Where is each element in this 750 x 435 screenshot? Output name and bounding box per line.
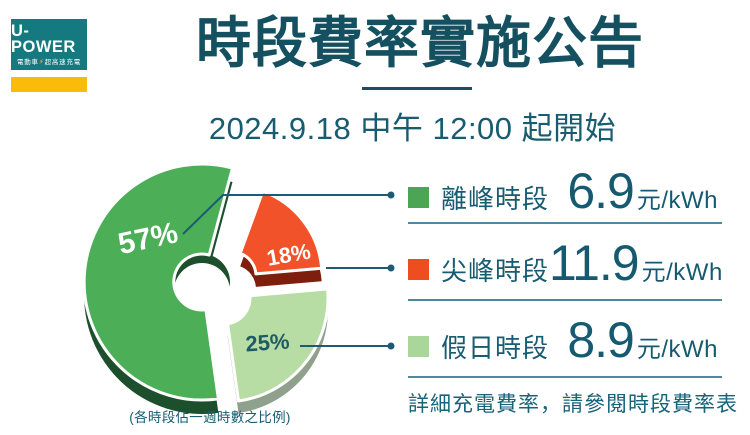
slice-holiday — [226, 287, 330, 403]
offpeak-swatch — [408, 187, 429, 208]
legend-row-peak: 尖峰時段 11.9 元/kWh — [408, 235, 722, 291]
logo-brand-text: U-POWER — [11, 21, 76, 57]
holiday-rate-unit: 元/kWh — [636, 336, 718, 363]
page-title: 時段費率實施公告 — [195, 12, 644, 74]
peak-rate-unit: 元/kWh — [641, 259, 723, 286]
title-underline — [362, 87, 472, 90]
legend-divider — [408, 222, 722, 224]
holiday-rate-value: 8.9 — [567, 312, 635, 368]
footnote: 詳細充電費率，請參閱時段費率表 — [408, 393, 738, 416]
logo-yellow-bar — [11, 77, 87, 92]
offpeak-rate-unit: 元/kWh — [636, 187, 718, 214]
legend-divider — [408, 376, 722, 378]
connector-dot-2 — [387, 342, 395, 350]
upower-logo: U-POWER 電動車⚡超高速充電 — [11, 19, 87, 70]
lightning-bolt-icon: ⚡ — [38, 58, 45, 66]
offpeak-rate-value: 6.9 — [567, 163, 635, 219]
legend-row-holiday: 假日時段 8.9 元/kWh — [408, 315, 718, 365]
holiday-swatch — [408, 336, 429, 357]
slice-peak — [238, 189, 324, 276]
connector-dot-0 — [387, 191, 395, 199]
time-slot-donut-chart: 57% 18%25% — [82, 162, 395, 415]
offpeak-label: 離峰時段 — [441, 184, 550, 214]
connector-line-0 — [182, 194, 389, 235]
peak-swatch — [408, 259, 429, 280]
logo-tagline: 電動車⚡超高速充電 — [16, 58, 82, 66]
peak-rate-value: 11.9 — [549, 235, 640, 291]
legend-row-offpeak: 離峰時段 6.9 元/kWh — [408, 166, 718, 216]
legend-divider — [408, 299, 722, 301]
connector-dot-1 — [387, 264, 395, 272]
slice-holiday-percent-label: 25% — [245, 329, 291, 357]
peak-label: 尖峰時段 — [441, 256, 550, 286]
holiday-label: 假日時段 — [441, 333, 550, 363]
effective-date-subtitle: 2024.9.18 中午 12:00 起開始 — [208, 111, 617, 146]
chart-caption: (各時段佔一週時數之比例) — [129, 410, 291, 425]
